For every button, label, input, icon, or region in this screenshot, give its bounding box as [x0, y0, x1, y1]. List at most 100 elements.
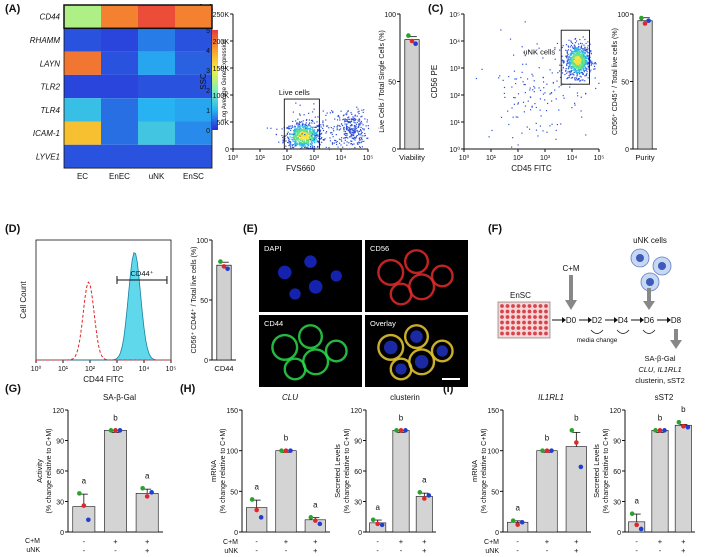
- flow-plot: 0 50K 100K 150K 200K 250K 10⁰ 10¹ 10² 10³ 10⁴ 10⁵ FV…: [199, 12, 373, 173]
- gate-label: CD44⁺: [131, 269, 154, 278]
- heatmap-row-label: TLR2: [40, 83, 60, 92]
- treat-cm-value: +: [113, 537, 118, 546]
- x-tick-label: 10⁵: [594, 155, 605, 162]
- heatmap-cell: [138, 121, 175, 145]
- x-axis-label: CD45 FITC: [511, 164, 552, 173]
- treat-unk-value: -: [376, 546, 379, 555]
- data-point: [510, 518, 516, 523]
- data-point: [81, 503, 87, 508]
- gate-box: [560, 29, 591, 85]
- single-bar-chart: 0 50 100 Viability Live Cells / Total Single…: [379, 12, 425, 162]
- y-tick-label: 60: [354, 469, 362, 476]
- heatmap-col-label: EnSC: [183, 172, 204, 181]
- significance-letter: b: [574, 413, 579, 422]
- data-point: [108, 428, 114, 433]
- y-tick-label: 0: [617, 530, 621, 537]
- panel-label-g: (G): [5, 383, 21, 395]
- data-point: [544, 448, 550, 453]
- data-point: [681, 423, 686, 429]
- x-tick-label: 10³: [540, 155, 551, 162]
- bar-chart: 0 30 60 90 120 SA-β-Gal Activity (% change rela…: [35, 393, 163, 555]
- bar: [72, 506, 96, 533]
- treat-unk-value: +: [313, 546, 318, 555]
- data-point: [549, 448, 554, 453]
- treat-cm-value: +: [313, 537, 318, 546]
- readout-3: clusterin, sST2: [635, 376, 685, 385]
- panel-label-a: (A): [5, 3, 21, 15]
- day-label: D8: [671, 316, 682, 325]
- data-point: [144, 494, 150, 499]
- data-point: [288, 448, 293, 453]
- data-point: [657, 428, 663, 433]
- color-scale: [212, 30, 218, 130]
- bar: [536, 450, 558, 533]
- chart-title: IL1RL1: [538, 393, 564, 402]
- scale-tick: 1: [206, 108, 210, 115]
- treat-unk-value: -: [285, 546, 288, 555]
- treat-unk-label: uNK: [224, 548, 238, 555]
- data-point: [540, 448, 545, 453]
- y-tick-label: 10³: [450, 66, 461, 73]
- data-point: [409, 38, 415, 44]
- data-point: [113, 428, 118, 433]
- heatmap-row-label: CD44: [40, 13, 61, 22]
- y-tick-label: 50: [491, 489, 499, 496]
- bar: [565, 446, 587, 533]
- treat-unk-value: -: [635, 546, 638, 555]
- x-tick-label: 10²: [513, 155, 524, 162]
- x-axis-label: CD44: [214, 364, 233, 373]
- schematic: EnSC D0 D2 D4 D6 D8 media change C+M uNK cells SA…: [497, 236, 685, 385]
- scale-tick: 4: [206, 48, 210, 55]
- y-tick-label: 150: [226, 408, 238, 415]
- heatmap-highlight: [63, 4, 213, 30]
- treat-unk-value: -: [114, 546, 117, 555]
- y-tick-label: 10⁵: [449, 12, 460, 19]
- data-point: [394, 428, 399, 433]
- treat-unk-value: -: [400, 546, 403, 555]
- y-axis-label-2: (% change relative to C+M): [220, 428, 227, 513]
- panel-label-e: (E): [243, 223, 258, 235]
- heatmap-cell: [175, 51, 212, 75]
- treat-cm-value: -: [376, 537, 379, 546]
- histogram: 10⁰ 10¹ 10² 10³ 10⁴ 10⁵ CD44 FITC Cell Count CD4…: [19, 239, 176, 384]
- data-point: [398, 428, 404, 433]
- heatmap-cell: [101, 121, 138, 145]
- data-point: [662, 428, 667, 433]
- heatmap-cell: [175, 74, 212, 99]
- heatmap-cell: [101, 98, 138, 122]
- x-tick-label: 10¹: [58, 366, 69, 373]
- data-point: [639, 15, 644, 21]
- panel-label-h: (H): [180, 383, 196, 395]
- panel-label-i: (I): [443, 383, 454, 395]
- data-point: [578, 464, 584, 470]
- readout-1: SA-β-Gal: [645, 354, 676, 363]
- treat-unk-value: -: [516, 546, 519, 555]
- scale-tick: 2: [206, 88, 210, 95]
- y-tick-label: 100: [487, 449, 499, 456]
- heatmap-row-label: RHAMM: [30, 36, 61, 45]
- treat-unk-value: +: [574, 546, 579, 555]
- heatmap-row-label: LAYN: [40, 59, 61, 68]
- data-point: [149, 490, 154, 495]
- micro-label-cd56: CD56: [370, 244, 389, 253]
- y-tick-label: 50: [388, 80, 396, 87]
- data-point: [117, 428, 123, 433]
- y-axis-label: mRNA: [470, 460, 479, 482]
- y-tick-label: 60: [613, 469, 621, 476]
- y-axis-label: CD56⁺ CD45⁺ / Total live cells (%): [612, 28, 619, 135]
- y-tick-label: 200K: [213, 39, 230, 46]
- bar-chart: 0 50 100 150 CLU mRNA (% change relative to C+…: [209, 393, 330, 555]
- heatmap-cell: [64, 98, 101, 122]
- y-tick-label: 10⁰: [449, 146, 460, 154]
- y-axis-label-2: (% change relative to C+M): [344, 428, 351, 513]
- heatmap-cell: [101, 51, 138, 75]
- y-tick-label: 50: [200, 298, 208, 305]
- data-point: [426, 493, 432, 498]
- y-axis-label: SSC: [199, 73, 208, 90]
- x-axis-label: FVS660: [286, 164, 315, 173]
- y-axis-label: Secreted Levels: [333, 444, 342, 498]
- y-tick-label: 10⁴: [449, 39, 460, 46]
- data-point: [676, 419, 682, 425]
- heatmap-cell: [175, 5, 212, 29]
